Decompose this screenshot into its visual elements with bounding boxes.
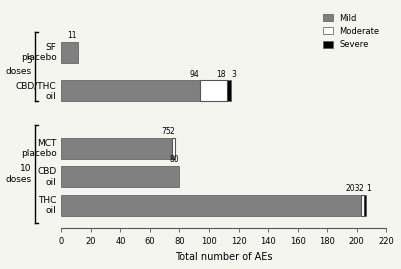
Bar xyxy=(61,80,200,101)
Text: 2: 2 xyxy=(358,184,363,193)
Text: 3: 3 xyxy=(232,70,237,79)
X-axis label: Total number of AEs: Total number of AEs xyxy=(175,252,273,262)
Text: 5
doses: 5 doses xyxy=(6,56,32,76)
Bar xyxy=(61,138,172,159)
Text: 11: 11 xyxy=(67,31,77,40)
Bar xyxy=(200,80,227,101)
Text: 10
doses: 10 doses xyxy=(6,164,32,184)
Bar xyxy=(61,195,361,216)
Text: 203: 203 xyxy=(346,184,360,193)
Text: 2: 2 xyxy=(170,127,174,136)
Text: 1: 1 xyxy=(366,184,371,193)
Bar xyxy=(172,138,175,159)
Bar xyxy=(227,80,231,101)
Bar xyxy=(361,195,364,216)
Text: 18: 18 xyxy=(217,70,226,79)
Bar xyxy=(364,195,365,216)
Text: 80: 80 xyxy=(169,155,179,165)
Bar xyxy=(61,42,77,63)
Legend: Mild, Moderate, Severe: Mild, Moderate, Severe xyxy=(320,11,382,51)
Bar xyxy=(61,167,180,187)
Text: 75: 75 xyxy=(162,127,171,136)
Text: 94: 94 xyxy=(190,70,199,79)
